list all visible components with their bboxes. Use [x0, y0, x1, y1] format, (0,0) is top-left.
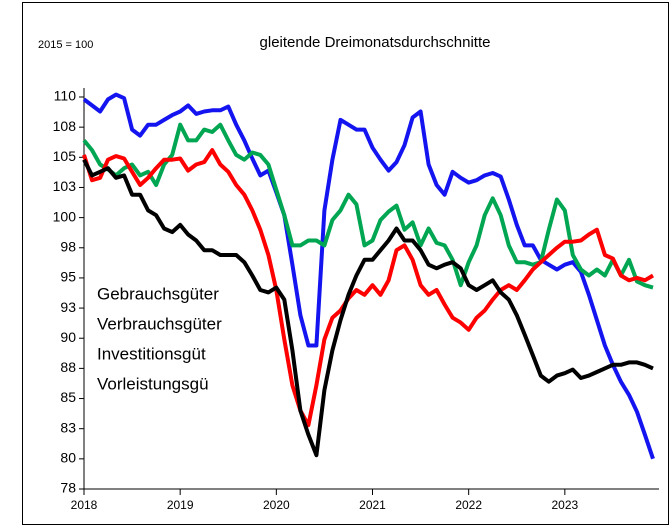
legend-background — [94, 313, 226, 335]
series-line — [82, 148, 655, 428]
series-line — [82, 92, 655, 460]
legend-label: Gebrauchsgüter — [97, 284, 219, 303]
y-tick-label: 103 — [53, 178, 77, 194]
x-tick-label: 2021 — [359, 498, 386, 512]
y-tick-label: 98 — [60, 238, 76, 254]
y-tick-label: 105 — [53, 148, 77, 164]
y-tick-label: 80 — [60, 450, 76, 466]
x-tick-label: 2019 — [167, 498, 194, 512]
x-tick-label: 2018 — [71, 498, 98, 512]
chart-title: gleitende Dreimonatsdurchschnitte — [260, 34, 491, 51]
y-tick-label: 100 — [53, 208, 77, 224]
legend-label: Vorleistungsgü — [97, 374, 209, 393]
chart-frame — [22, 2, 669, 525]
x-tick-label: 2020 — [263, 498, 290, 512]
y-tick-label: 110 — [54, 88, 77, 104]
legend-background — [94, 343, 209, 365]
series-line — [82, 122, 654, 290]
chart-subtitle: 2015 = 100 — [38, 39, 93, 51]
y-tick-label: 78 — [60, 480, 76, 496]
y-tick-label: 83 — [60, 419, 76, 435]
legend-label: Verbrauchsgüter — [97, 314, 222, 333]
y-tick-label: 108 — [53, 118, 77, 134]
y-tick-label: 85 — [60, 389, 76, 405]
legend-label: Investitionsgüt — [97, 344, 206, 363]
y-tick-label: 93 — [60, 299, 76, 315]
x-tick-label: 2023 — [551, 498, 578, 512]
y-tick-label: 90 — [60, 329, 76, 345]
y-tick-label: 95 — [60, 269, 76, 285]
y-tick-label: 88 — [60, 359, 76, 375]
x-tick-label: 2022 — [455, 498, 482, 512]
legend-background — [94, 283, 223, 305]
legend-background — [94, 373, 212, 395]
series-line — [82, 158, 654, 458]
